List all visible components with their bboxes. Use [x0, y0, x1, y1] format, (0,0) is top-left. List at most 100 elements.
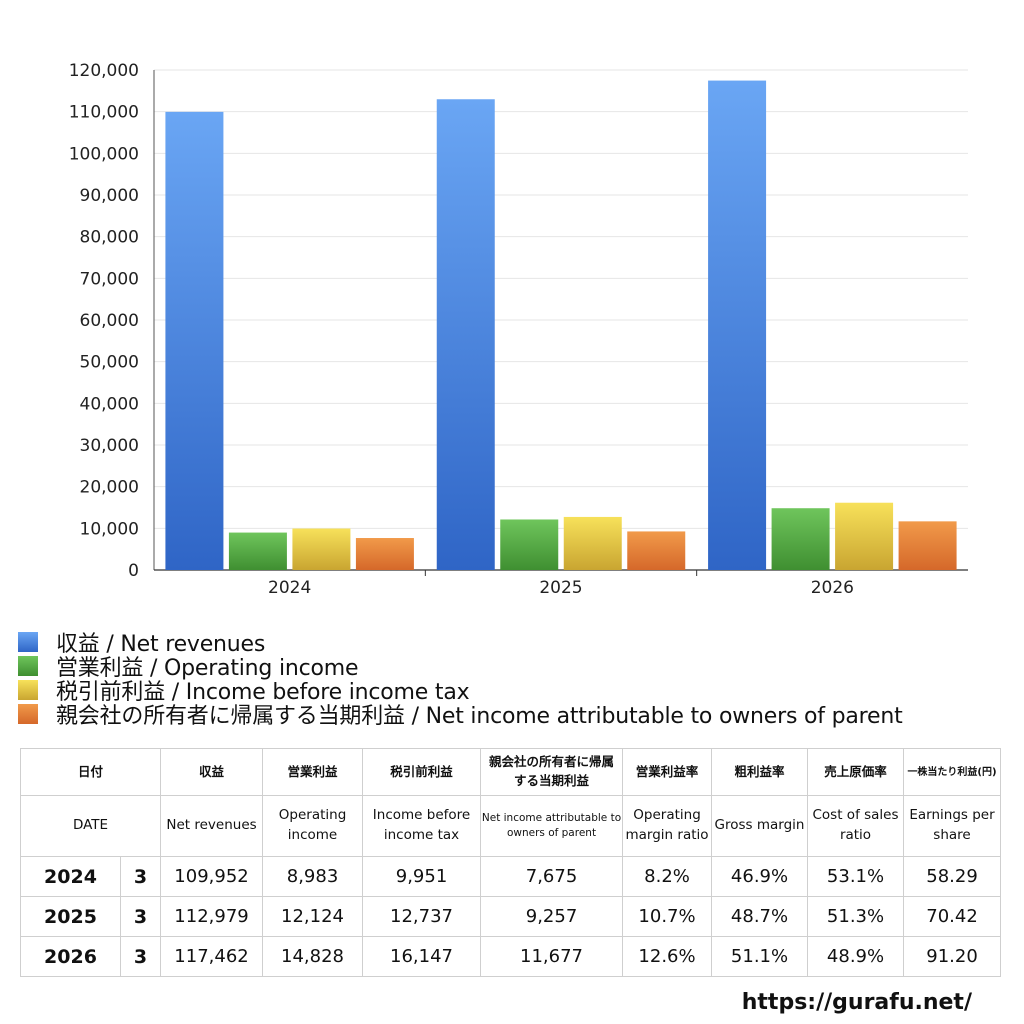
row-month: 3	[119, 896, 162, 937]
bar	[771, 508, 830, 570]
y-tick-label: 70,000	[80, 269, 139, 289]
legend-swatch	[18, 680, 38, 700]
bar	[355, 538, 414, 570]
bar	[898, 521, 957, 570]
y-tick-label: 90,000	[80, 186, 139, 206]
y-tick-label: 20,000	[80, 478, 139, 498]
cell: 112,979	[160, 896, 264, 937]
legend-item: 営業利益 / Operating income	[18, 654, 1018, 681]
bar	[708, 80, 767, 570]
y-tick-label: 80,000	[80, 228, 139, 248]
header-cell: 収益	[160, 748, 264, 796]
bar	[292, 528, 351, 570]
bar	[436, 99, 495, 571]
row-year: 2025	[20, 896, 121, 937]
cell: 12,124	[262, 896, 364, 937]
legend-item: 収益 / Net revenues	[18, 630, 1018, 657]
table-header-en: DATE Net revenues Operating income Incom…	[19, 795, 1002, 857]
header-cell: Operating income	[262, 795, 364, 857]
row-month: 3	[119, 936, 162, 977]
bar	[563, 516, 622, 570]
cell: 8,983	[262, 856, 364, 897]
header-cell: 日付	[19, 748, 162, 796]
legend-label: 収益 / Net revenues	[56, 632, 266, 657]
cell: 14,828	[262, 936, 364, 977]
bar	[165, 111, 224, 570]
bar	[835, 502, 894, 570]
cell: 10.7%	[622, 896, 713, 937]
table-row: 2024 3 109,952 8,983 9,951 7,675 8.2% 46…	[20, 856, 1002, 897]
y-tick-label: 0	[128, 561, 139, 581]
cell: 11,677	[480, 936, 624, 977]
cell: 12,737	[362, 896, 482, 937]
cell: 70.42	[903, 896, 1002, 937]
header-cell: Net income attributable to owners of par…	[480, 795, 624, 857]
row-year: 2024	[20, 856, 121, 897]
header-cell: Net revenues	[160, 795, 264, 857]
bar-chart: 0 10,000 20,000 30,000 40,000 50,000 60,000 70,…	[69, 61, 968, 598]
bar	[500, 519, 559, 570]
bar	[228, 532, 287, 570]
legend-label: 親会社の所有者に帰属する当期利益 / Net income attributab…	[56, 704, 903, 729]
cell: 12.6%	[622, 936, 713, 977]
x-tick-label: 2025	[539, 578, 582, 598]
legend-swatch	[18, 632, 38, 652]
legend-item: 税引前利益 / Income before income tax	[18, 678, 1018, 705]
header-cell: 税引前利益	[362, 748, 482, 796]
table-header-jp: 日付 収益 営業利益 税引前利益 親会社の所有者に帰属する当期利益 営業利益率 …	[19, 748, 1002, 796]
legend-label: 税引前利益 / Income before income tax	[56, 680, 470, 705]
y-tick-label: 60,000	[80, 311, 139, 331]
header-cell: 一株当たり利益(円)	[903, 748, 1002, 796]
legend-swatch	[18, 656, 38, 676]
header-cell: 営業利益率	[622, 748, 713, 796]
legend-label: 営業利益 / Operating income	[56, 656, 359, 681]
table-row: 2026 3 117,462 14,828 16,147 11,677 12.6…	[20, 936, 1002, 977]
cell: 9,951	[362, 856, 482, 897]
cell: 16,147	[362, 936, 482, 977]
x-tick-label: 2024	[268, 578, 311, 598]
cell: 51.3%	[807, 896, 905, 937]
cell: 7,675	[480, 856, 624, 897]
cell: 109,952	[160, 856, 264, 897]
legend-swatch	[18, 704, 38, 724]
y-tick-label: 30,000	[80, 436, 139, 456]
financial-table: 日付 収益 営業利益 税引前利益 親会社の所有者に帰属する当期利益 営業利益率 …	[19, 748, 1002, 977]
cell: 58.29	[903, 856, 1002, 897]
x-tick-label: 2026	[811, 578, 854, 598]
y-tick-label: 40,000	[80, 394, 139, 414]
cell: 91.20	[903, 936, 1002, 977]
y-tick-label: 10,000	[80, 519, 139, 539]
header-cell: 売上原価率	[807, 748, 905, 796]
cell: 53.1%	[807, 856, 905, 897]
y-axis-ticks: 0 10,000 20,000 30,000 40,000 50,000 60,000 70,…	[69, 61, 139, 581]
bar	[627, 531, 686, 570]
legend-item: 親会社の所有者に帰属する当期利益 / Net income attributab…	[18, 702, 1018, 729]
header-cell: 営業利益	[262, 748, 364, 796]
y-tick-label: 100,000	[69, 144, 139, 164]
header-cell: 粗利益率	[711, 748, 809, 796]
cell: 46.9%	[711, 856, 809, 897]
x-axis-ticks: 2024 2025 2026	[268, 570, 854, 598]
cell: 117,462	[160, 936, 264, 977]
cell: 8.2%	[622, 856, 713, 897]
header-cell: Income before income tax	[362, 795, 482, 857]
bars	[165, 80, 957, 571]
header-cell: Operating margin ratio	[622, 795, 713, 857]
y-tick-label: 120,000	[69, 61, 139, 81]
header-cell: Earnings per share	[903, 795, 1002, 857]
grid-lines	[153, 69, 968, 571]
cell: 48.9%	[807, 936, 905, 977]
header-cell: Cost of sales ratio	[807, 795, 905, 857]
cell: 48.7%	[711, 896, 809, 937]
cell: 9,257	[480, 896, 624, 937]
row-month: 3	[119, 856, 162, 897]
row-year: 2026	[20, 936, 121, 977]
header-text: 親会社の所有者に帰属する当期利益	[489, 754, 615, 788]
legend: 収益 / Net revenues 営業利益 / Operating incom…	[18, 630, 1018, 729]
header-cell: 親会社の所有者に帰属する当期利益	[480, 748, 624, 796]
y-tick-label: 110,000	[69, 103, 139, 123]
table-row: 2025 3 112,979 12,124 12,737 9,257 10.7%…	[20, 896, 1002, 937]
header-cell: DATE	[19, 795, 162, 857]
cell: 51.1%	[711, 936, 809, 977]
site-url[interactable]: https://gurafu.net/	[741, 990, 972, 1015]
